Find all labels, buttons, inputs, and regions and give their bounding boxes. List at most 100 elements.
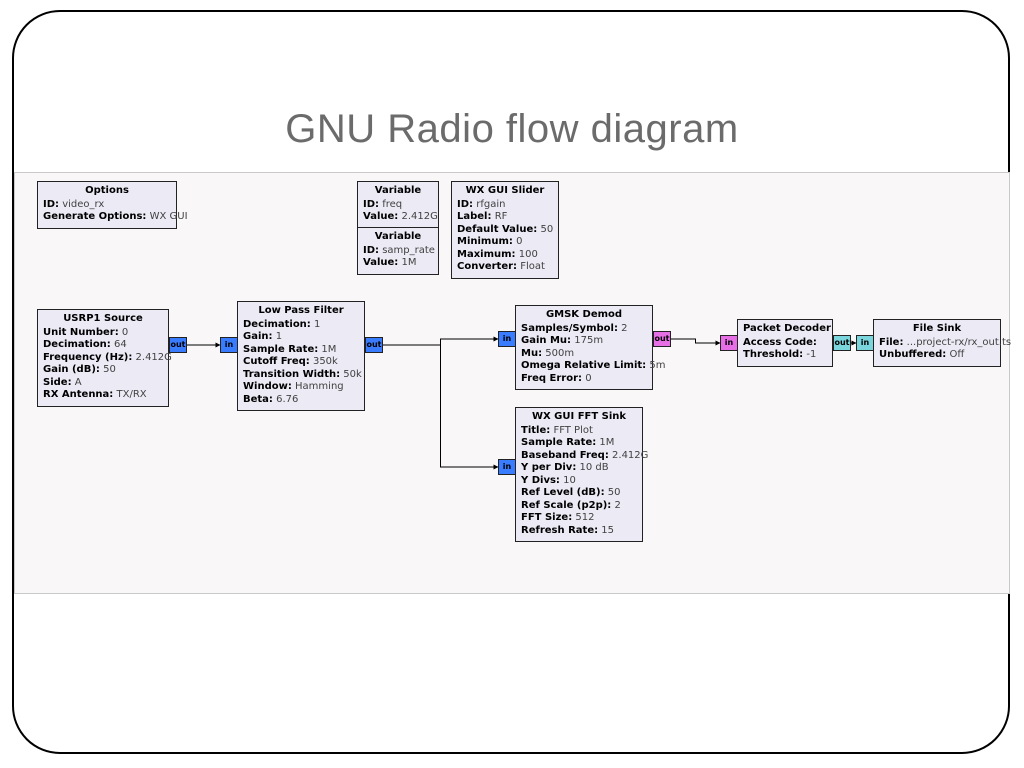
field-key: Y Divs:: [521, 475, 560, 486]
block-field: Gain: 1: [243, 331, 359, 344]
port-label: in: [503, 334, 511, 343]
field-value: 500m: [545, 348, 574, 359]
field-key: Unit Number:: [43, 327, 119, 338]
field-value: 15: [601, 525, 614, 536]
field-value: rfgain: [476, 199, 505, 210]
block-sink[interactable]: File SinkFile: ...project-rx/rx_out.tsUn…: [873, 319, 1001, 367]
field-value: 2.412G: [612, 450, 648, 461]
block-field: Decimation: 64: [43, 339, 163, 352]
block-field: Omega Relative Limit: 5m: [521, 360, 647, 373]
field-value: 2: [615, 500, 621, 511]
block-title: Options: [43, 185, 171, 198]
block-field: Generate Options: WX GUI: [43, 211, 171, 224]
field-value: FFT Plot: [553, 425, 592, 436]
field-key: Value:: [363, 257, 398, 268]
port-lpf_out[interactable]: out: [365, 337, 383, 353]
field-key: Sample Rate:: [243, 344, 318, 355]
field-key: Frequency (Hz):: [43, 352, 132, 363]
field-value: 2: [621, 323, 627, 334]
block-title: File Sink: [879, 323, 995, 336]
field-key: Default Value:: [457, 224, 537, 235]
field-value: freq: [382, 199, 402, 210]
wire-lpf_out-to-fft_in: [383, 345, 498, 467]
field-key: Value:: [363, 211, 398, 222]
port-sink_in[interactable]: in: [856, 335, 874, 351]
field-key: Generate Options:: [43, 211, 146, 222]
field-key: Refresh Rate:: [521, 525, 598, 536]
field-key: Mu:: [521, 348, 542, 359]
field-key: Freq Error:: [521, 373, 582, 384]
block-var_samp[interactable]: VariableID: samp_rateValue: 1M: [357, 227, 439, 275]
field-key: Transition Width:: [243, 369, 340, 380]
field-value: 1M: [599, 437, 614, 448]
port-usrp_out[interactable]: out: [169, 337, 187, 353]
field-value: video_rx: [62, 199, 104, 210]
block-field: Beta: 6.76: [243, 394, 359, 407]
field-key: FFT Size:: [521, 512, 572, 523]
block-field: Transition Width: 50k: [243, 369, 359, 382]
block-gmsk[interactable]: GMSK DemodSamples/Symbol: 2Gain Mu: 175m…: [515, 305, 653, 390]
block-field: RX Antenna: TX/RX: [43, 389, 163, 402]
block-title: WX GUI FFT Sink: [521, 411, 637, 424]
field-key: Decimation:: [243, 319, 311, 330]
field-value: 1: [314, 319, 320, 330]
field-value: A: [75, 377, 82, 388]
field-key: Decimation:: [43, 339, 111, 350]
port-fft_in[interactable]: in: [498, 459, 516, 475]
field-value: 5m: [649, 360, 665, 371]
field-value: 1: [276, 331, 282, 342]
block-usrp[interactable]: USRP1 SourceUnit Number: 0Decimation: 64…: [37, 309, 169, 407]
block-var_freq[interactable]: VariableID: freqValue: 2.412G: [357, 181, 439, 229]
field-value: 2.412G: [401, 211, 437, 222]
port-pkt_out[interactable]: out: [833, 335, 851, 351]
block-lpf[interactable]: Low Pass FilterDecimation: 1Gain: 1Sampl…: [237, 301, 365, 411]
port-gmsk_in[interactable]: in: [498, 331, 516, 347]
block-options[interactable]: OptionsID: video_rxGenerate Options: WX …: [37, 181, 177, 229]
port-label: out: [170, 340, 185, 349]
block-field: Gain (dB): 50: [43, 364, 163, 377]
field-key: Ref Level (dB):: [521, 487, 605, 498]
block-field: ID: video_rx: [43, 199, 171, 212]
field-key: Window:: [243, 381, 292, 392]
block-slider[interactable]: WX GUI SliderID: rfgainLabel: RFDefault …: [451, 181, 559, 279]
field-value: Float: [520, 261, 545, 272]
field-key: Access Code:: [743, 337, 817, 348]
port-label: in: [725, 338, 733, 347]
port-label: in: [503, 462, 511, 471]
block-title: Variable: [363, 185, 433, 198]
block-title: USRP1 Source: [43, 313, 163, 326]
field-value: Hamming: [295, 381, 344, 392]
field-key: Minimum:: [457, 236, 513, 247]
field-value: 100: [519, 249, 538, 260]
block-pkt[interactable]: Packet DecoderAccess Code: Threshold: -1: [737, 319, 833, 367]
field-value: WX GUI: [150, 211, 188, 222]
field-key: Baseband Freq:: [521, 450, 609, 461]
port-pkt_in[interactable]: in: [720, 335, 738, 351]
flowgraph-canvas: OptionsID: video_rxGenerate Options: WX …: [14, 172, 1010, 594]
block-field: Value: 2.412G: [363, 211, 433, 224]
field-value: 6.76: [276, 394, 298, 405]
block-field: Cutoff Freq: 350k: [243, 356, 359, 369]
field-value: ...project-rx/rx_out.ts: [907, 337, 1011, 348]
block-field: Maximum: 100: [457, 249, 553, 262]
block-field: Threshold: -1: [743, 349, 827, 362]
field-value: 50: [540, 224, 553, 235]
field-value: 10 dB: [580, 462, 609, 473]
field-key: ID:: [363, 199, 379, 210]
field-value: samp_rate: [382, 245, 435, 256]
field-key: ID:: [363, 245, 379, 256]
field-value: 1M: [321, 344, 336, 355]
block-field: Unbuffered: Off: [879, 349, 995, 362]
block-field: Title: FFT Plot: [521, 425, 637, 438]
block-field: Label: RF: [457, 211, 553, 224]
field-key: Unbuffered:: [879, 349, 946, 360]
field-key: RX Antenna:: [43, 389, 113, 400]
block-fft[interactable]: WX GUI FFT SinkTitle: FFT PlotSample Rat…: [515, 407, 643, 542]
block-field: ID: rfgain: [457, 199, 553, 212]
port-lpf_in[interactable]: in: [220, 337, 238, 353]
field-key: File:: [879, 337, 903, 348]
port-gmsk_out[interactable]: out: [653, 331, 671, 347]
field-key: Gain:: [243, 331, 273, 342]
block-field: Sample Rate: 1M: [521, 437, 637, 450]
block-field: Value: 1M: [363, 257, 433, 270]
